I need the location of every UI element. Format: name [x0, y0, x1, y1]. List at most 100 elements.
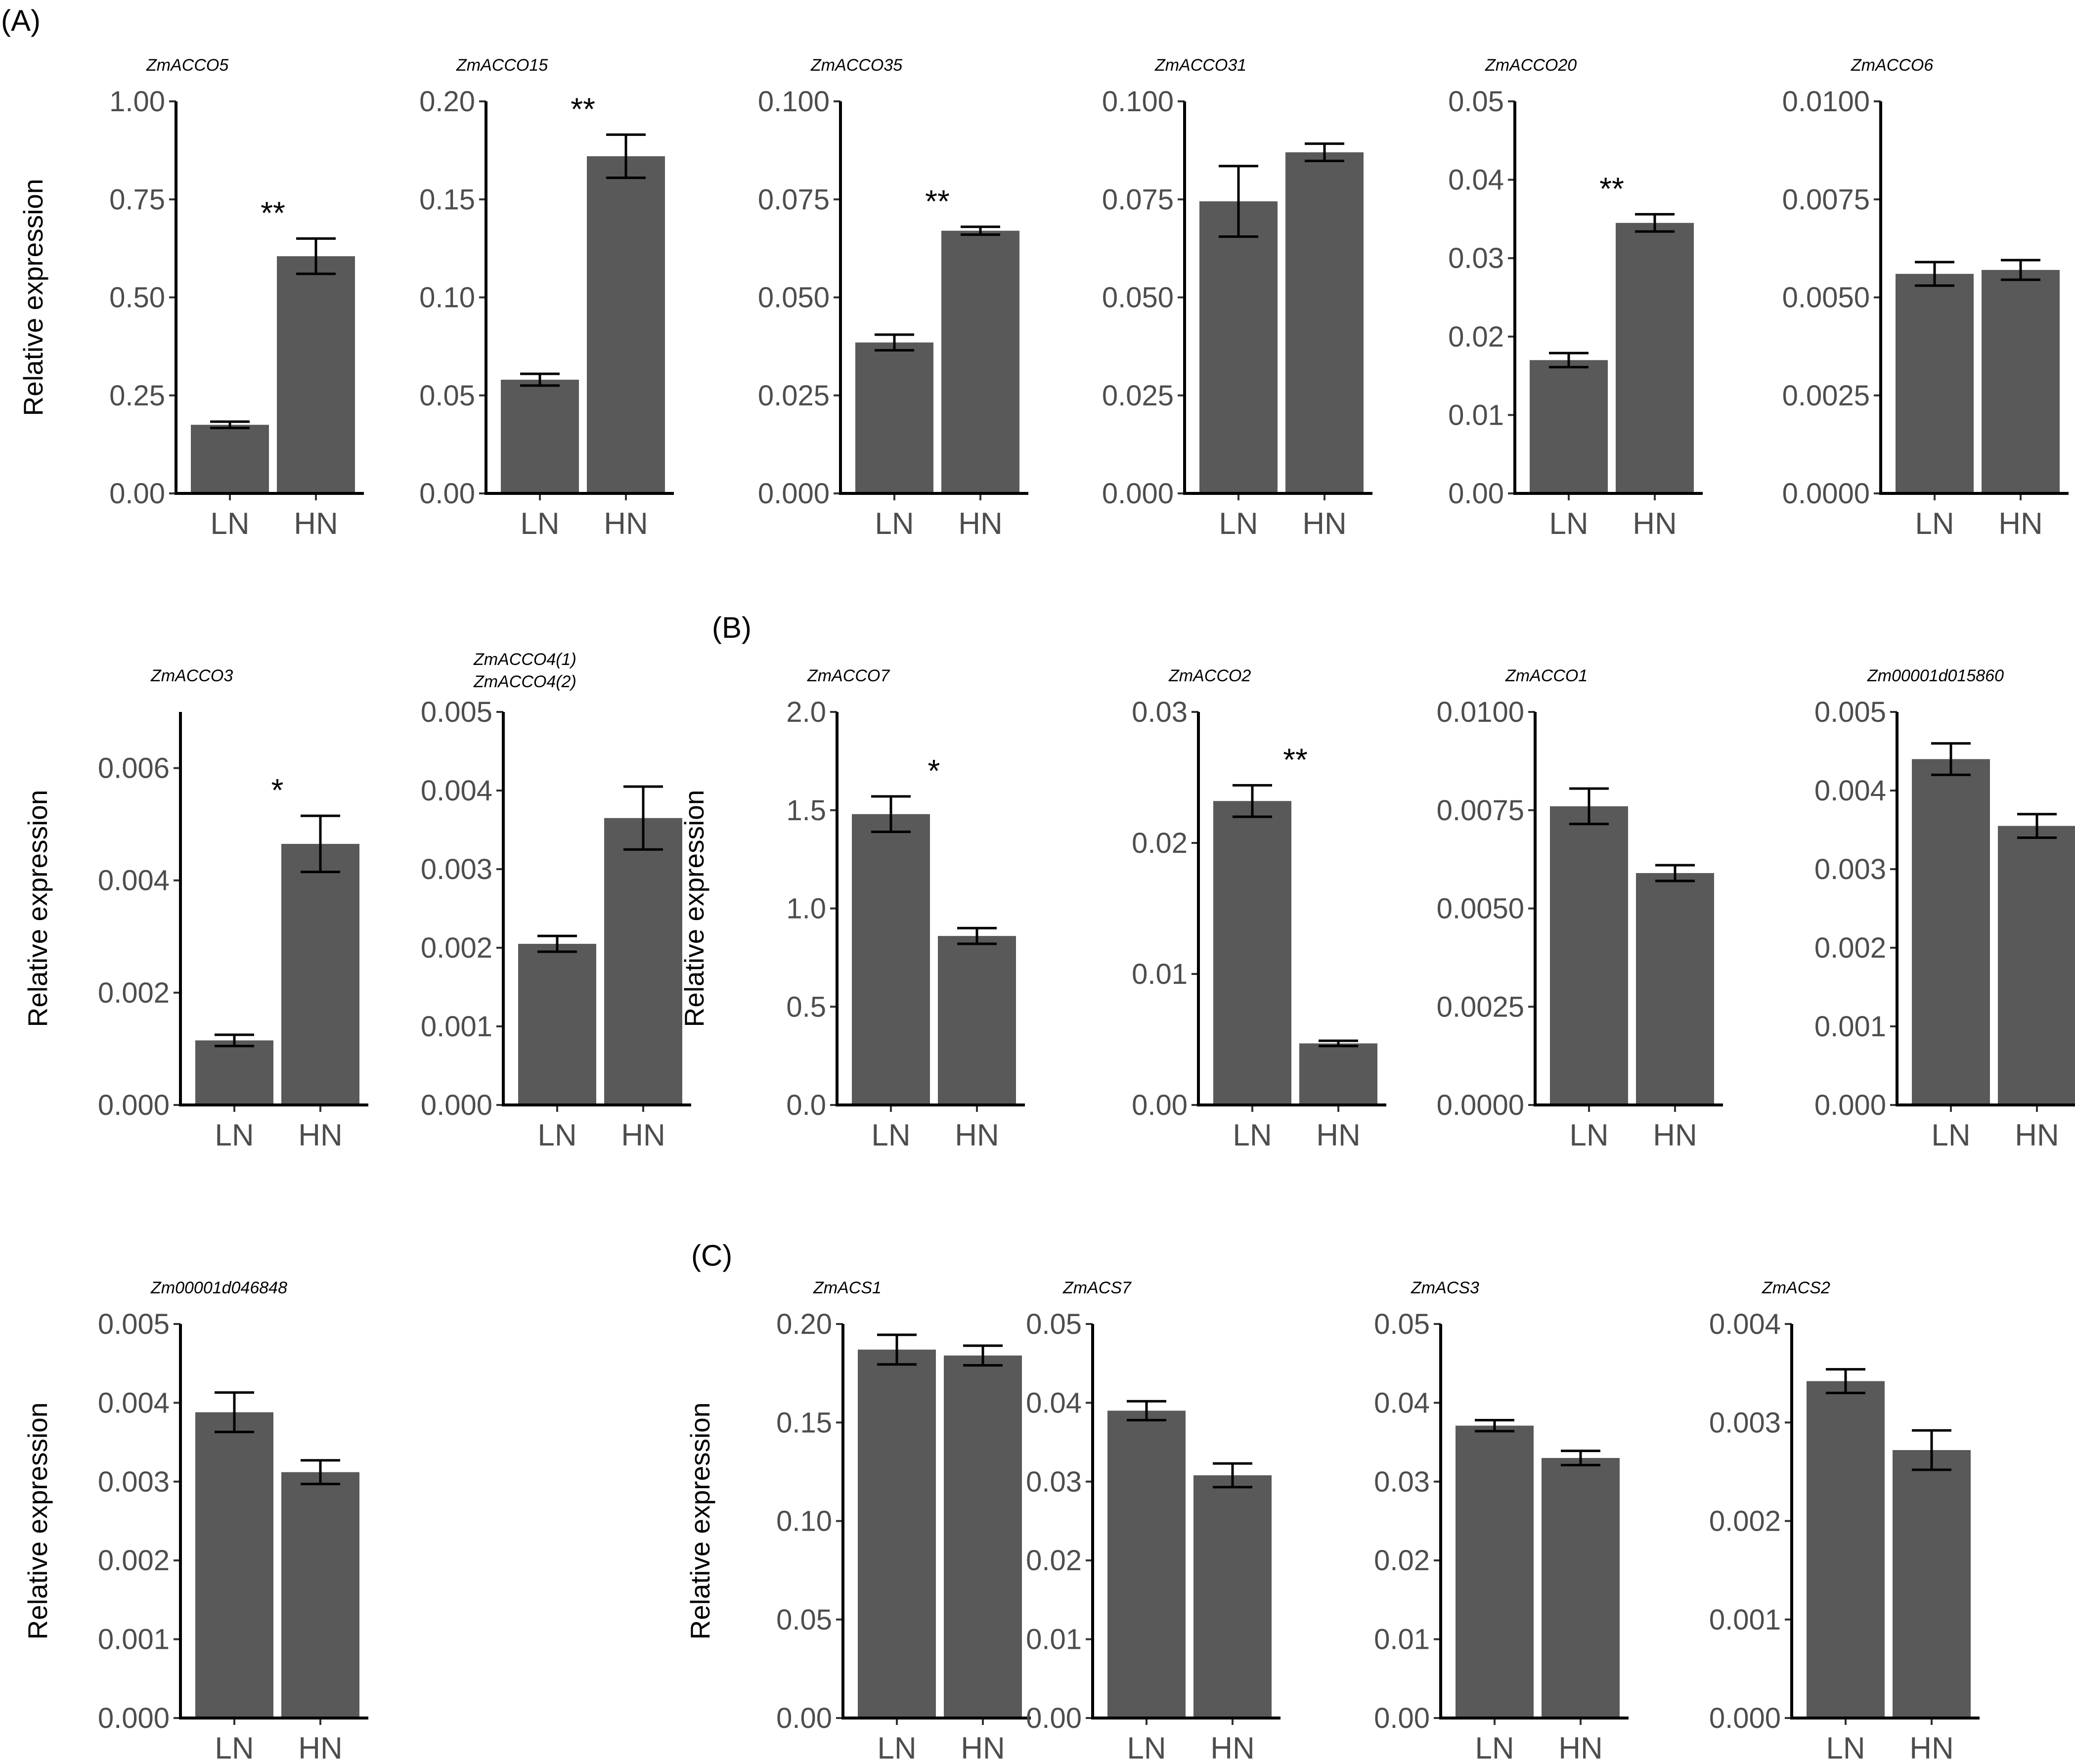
x-tick-label: LN [877, 1731, 916, 1764]
y-tick-label: 0.01 [1374, 1624, 1430, 1656]
chart-zmacs3: 0.00 0.01 0.02 0.03 0.04 0.05 LN HN ZmACS3 [1374, 1279, 1629, 1764]
significance-marker: * [271, 772, 284, 808]
chart-title: ZmACCO1 [1505, 666, 1588, 685]
y-tick-label: 0.0100 [1437, 696, 1524, 728]
y-tick-label: 0.000 [758, 478, 830, 510]
y-axis-label: Relative expression [685, 1403, 715, 1640]
y-tick-label: 0.02 [1374, 1544, 1430, 1577]
x-tick-label: HN [1998, 507, 2043, 541]
bar-ln [858, 1349, 936, 1718]
y-tick-label: 0.00 [1132, 1089, 1188, 1121]
y-tick-label: 0.0025 [1437, 991, 1524, 1023]
x-tick-label: LN [875, 507, 914, 541]
y-tick-label: 0.004 [98, 865, 170, 897]
chart-zmacco15: 0.00 0.05 0.10 0.15 0.20 LN HN ZmACCO15 ** [419, 56, 674, 541]
x-tick-label: HN [2015, 1118, 2059, 1152]
chart-zm00001d015860: 0.000 0.001 0.002 0.003 0.004 0.005 LN HN Zm0000… [1814, 666, 2075, 1152]
y-tick-label: 0.003 [421, 853, 492, 885]
y-tick-label: 0.001 [1709, 1604, 1781, 1636]
y-tick-label: 0.0075 [1437, 794, 1524, 827]
chart-title: Zm00001d046848 [150, 1279, 287, 1297]
bar-hn [1542, 1457, 1620, 1718]
bar-hn [604, 818, 682, 1105]
y-tick-label: 0.15 [776, 1407, 832, 1439]
y-tick-label: 0.04 [1448, 164, 1504, 196]
y-axis-label: Relative expression [18, 179, 48, 416]
y-tick-label: 0.05 [419, 380, 475, 412]
x-tick-label: LN [210, 507, 249, 541]
bar-ln [855, 342, 933, 493]
y-tick-label: 0.00 [419, 478, 475, 510]
y-tick-label: 0.00 [1026, 1702, 1082, 1734]
y-tick-label: 0.20 [419, 86, 475, 118]
y-axis-label: Relative expression [679, 790, 709, 1027]
bar-hn [938, 936, 1016, 1105]
bar-ln [1530, 360, 1608, 493]
y-tick-label: 0.03 [1132, 696, 1188, 728]
x-tick-label: HN [1653, 1118, 1697, 1152]
bar-hn [281, 843, 359, 1105]
bar-hn [1893, 1450, 1971, 1718]
y-tick-label: 0.003 [98, 1466, 170, 1498]
chart-title: ZmACCO2 [1168, 666, 1251, 685]
y-tick-label: 0.004 [1814, 775, 1886, 807]
bar-hn [1285, 152, 1364, 494]
significance-marker: ** [571, 91, 595, 127]
y-tick-label: 0.00 [776, 1702, 832, 1734]
significance-marker: ** [261, 195, 285, 231]
bar-ln [501, 380, 579, 493]
bar-ln [1213, 801, 1291, 1105]
x-tick-label: LN [1219, 507, 1258, 541]
y-tick-label: 0.02 [1132, 827, 1188, 859]
y-tick-label: 0.075 [1102, 183, 1174, 216]
y-tick-label: 0.0075 [1782, 183, 1870, 216]
significance-marker: * [928, 753, 940, 789]
y-tick-label: 0.05 [776, 1604, 832, 1636]
y-tick-label: 0.04 [1374, 1387, 1430, 1419]
y-tick-label: 0.002 [1814, 932, 1886, 964]
y-tick-label: 1.5 [786, 794, 826, 827]
y-tick-label: 0.15 [419, 183, 475, 216]
y-tick-label: 0.000 [1814, 1089, 1886, 1121]
y-tick-label: 0.025 [1102, 380, 1174, 412]
y-tick-label: 0.005 [1814, 696, 1886, 728]
bar-ln [1199, 201, 1278, 494]
x-tick-label: HN [1302, 507, 1347, 541]
bar-hn [277, 256, 355, 493]
panel-label-a: (A) [1, 4, 41, 37]
x-tick-label: HN [1316, 1118, 1361, 1152]
y-tick-label: 0.050 [758, 282, 830, 314]
significance-marker: ** [1599, 171, 1624, 206]
x-tick-label: HN [604, 507, 648, 541]
y-tick-label: 0.000 [1709, 1702, 1781, 1734]
x-tick-label: LN [1569, 1118, 1608, 1152]
bar-ln [1896, 273, 1974, 493]
y-tick-label: 0.0025 [1782, 380, 1870, 412]
significance-marker: ** [1283, 742, 1308, 777]
y-tick-label: 0.006 [98, 752, 170, 785]
y-tick-label: 0.0050 [1782, 282, 1870, 314]
chart-title: ZmACCO7 [807, 666, 890, 685]
y-tick-label: 0.01 [1448, 399, 1504, 431]
y-tick-label: 0.10 [776, 1505, 832, 1538]
chart-zm00001d046848: 0.000 0.001 0.002 0.003 0.004 0.005 LN HN Zm0000… [22, 1279, 368, 1764]
x-tick-label: HN [294, 507, 338, 541]
bar-hn [941, 230, 1019, 493]
y-tick-label: 0.025 [758, 380, 830, 412]
chart-zmacs2: 0.000 0.001 0.002 0.003 0.004 LN HN ZmACS2 [1709, 1279, 1980, 1764]
x-tick-label: LN [215, 1731, 254, 1764]
x-tick-label: HN [1633, 507, 1677, 541]
x-tick-label: HN [1558, 1731, 1603, 1764]
x-tick-label: LN [1549, 507, 1588, 541]
x-tick-label: HN [621, 1118, 665, 1152]
x-tick-label: HN [958, 507, 1003, 541]
y-tick-label: 0.003 [1814, 853, 1886, 885]
y-tick-label: 0.000 [98, 1089, 170, 1121]
x-tick-label: HN [298, 1731, 343, 1764]
y-tick-label: 0.0000 [1782, 478, 1870, 510]
chart-zmacco3: 0.000 0.002 0.004 0.006 LN HN ZmACCO3 Relative … [22, 666, 368, 1152]
bar-hn [1193, 1475, 1272, 1718]
y-tick-label: 0.001 [421, 1011, 492, 1043]
y-tick-label: 0.25 [109, 380, 165, 412]
y-tick-label: 1.0 [786, 893, 826, 925]
